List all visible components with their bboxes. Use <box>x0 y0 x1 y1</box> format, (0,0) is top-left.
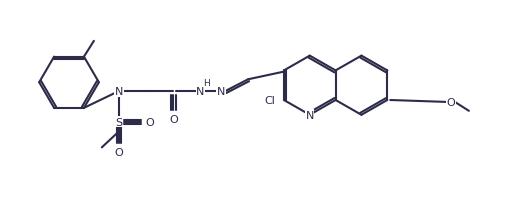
Text: O: O <box>115 148 123 157</box>
Text: O: O <box>145 117 154 127</box>
Text: S: S <box>115 117 122 127</box>
Text: O: O <box>169 114 178 124</box>
Text: N: N <box>305 110 314 120</box>
Text: H: H <box>203 78 210 87</box>
Text: N: N <box>196 87 204 97</box>
Text: Cl: Cl <box>265 96 276 105</box>
Text: N: N <box>217 87 225 97</box>
Text: O: O <box>447 97 456 107</box>
Text: N: N <box>115 87 123 97</box>
